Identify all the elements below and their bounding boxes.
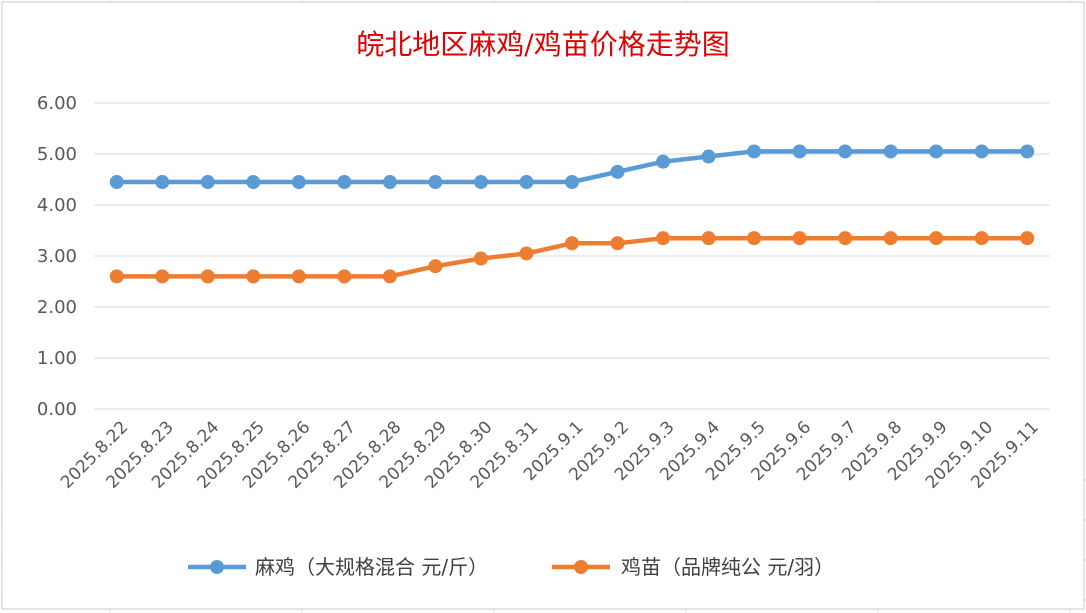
legend-marker xyxy=(210,560,224,574)
data-point xyxy=(337,269,352,284)
data-point xyxy=(883,144,898,159)
data-point xyxy=(701,231,716,246)
series-1 xyxy=(109,144,1035,190)
y-tick-label: 2.00 xyxy=(37,297,77,318)
data-point xyxy=(792,231,807,246)
data-point xyxy=(1020,231,1035,246)
data-point xyxy=(747,231,762,246)
data-point xyxy=(929,231,944,246)
data-point xyxy=(656,154,671,169)
data-point xyxy=(838,144,853,159)
data-point xyxy=(200,269,215,284)
data-point xyxy=(246,269,261,284)
data-point xyxy=(519,175,534,190)
data-point xyxy=(883,231,898,246)
series-group xyxy=(109,144,1035,284)
series-2 xyxy=(109,231,1035,284)
data-point xyxy=(246,175,261,190)
legend: 麻鸡（大规格混合 元/斤） 鸡苗（品牌纯公 元/羽） xyxy=(188,555,834,579)
legend-label: 鸡苗（品牌纯公 元/羽） xyxy=(621,555,834,579)
data-point xyxy=(428,175,443,190)
data-point xyxy=(109,269,124,284)
data-point xyxy=(929,144,944,159)
y-tick-label: 6.00 xyxy=(37,93,77,114)
data-point xyxy=(565,175,579,190)
data-point xyxy=(155,175,170,190)
data-point xyxy=(473,175,488,190)
legend-item-2: 鸡苗（品牌纯公 元/羽） xyxy=(552,555,834,579)
y-axis-tick-labels: 0.00 1.00 2.00 3.00 4.00 5.00 6.00 xyxy=(37,93,77,420)
data-point xyxy=(610,164,625,179)
data-point xyxy=(656,231,671,246)
data-point xyxy=(291,175,306,190)
y-tick-label: 4.00 xyxy=(37,195,77,216)
data-point xyxy=(792,144,807,159)
y-tick-label: 1.00 xyxy=(37,348,77,369)
data-point xyxy=(473,251,488,266)
data-point xyxy=(1020,144,1035,159)
data-point xyxy=(155,269,170,284)
y-tick-label: 0.00 xyxy=(37,399,77,420)
y-gridlines xyxy=(94,102,1050,410)
data-point xyxy=(838,231,853,246)
chart-title: 皖北地区麻鸡/鸡苗价格走势图 xyxy=(356,28,729,61)
data-point xyxy=(519,246,534,261)
data-point xyxy=(747,144,762,159)
y-tick-label: 5.00 xyxy=(37,144,77,165)
data-point xyxy=(337,175,352,190)
y-tick-label: 3.00 xyxy=(37,246,77,267)
data-point xyxy=(109,175,124,190)
data-point xyxy=(610,236,625,251)
legend-marker xyxy=(574,560,588,574)
data-point xyxy=(382,269,397,284)
data-point xyxy=(974,144,989,159)
data-point xyxy=(382,175,397,190)
data-point xyxy=(701,149,716,164)
legend-label: 麻鸡（大规格混合 元/斤） xyxy=(255,555,488,579)
legend-item-1: 麻鸡（大规格混合 元/斤） xyxy=(188,555,488,579)
data-point xyxy=(428,259,443,274)
data-point xyxy=(974,231,989,246)
data-point xyxy=(565,236,579,251)
data-point xyxy=(291,269,306,284)
data-point xyxy=(200,175,215,190)
